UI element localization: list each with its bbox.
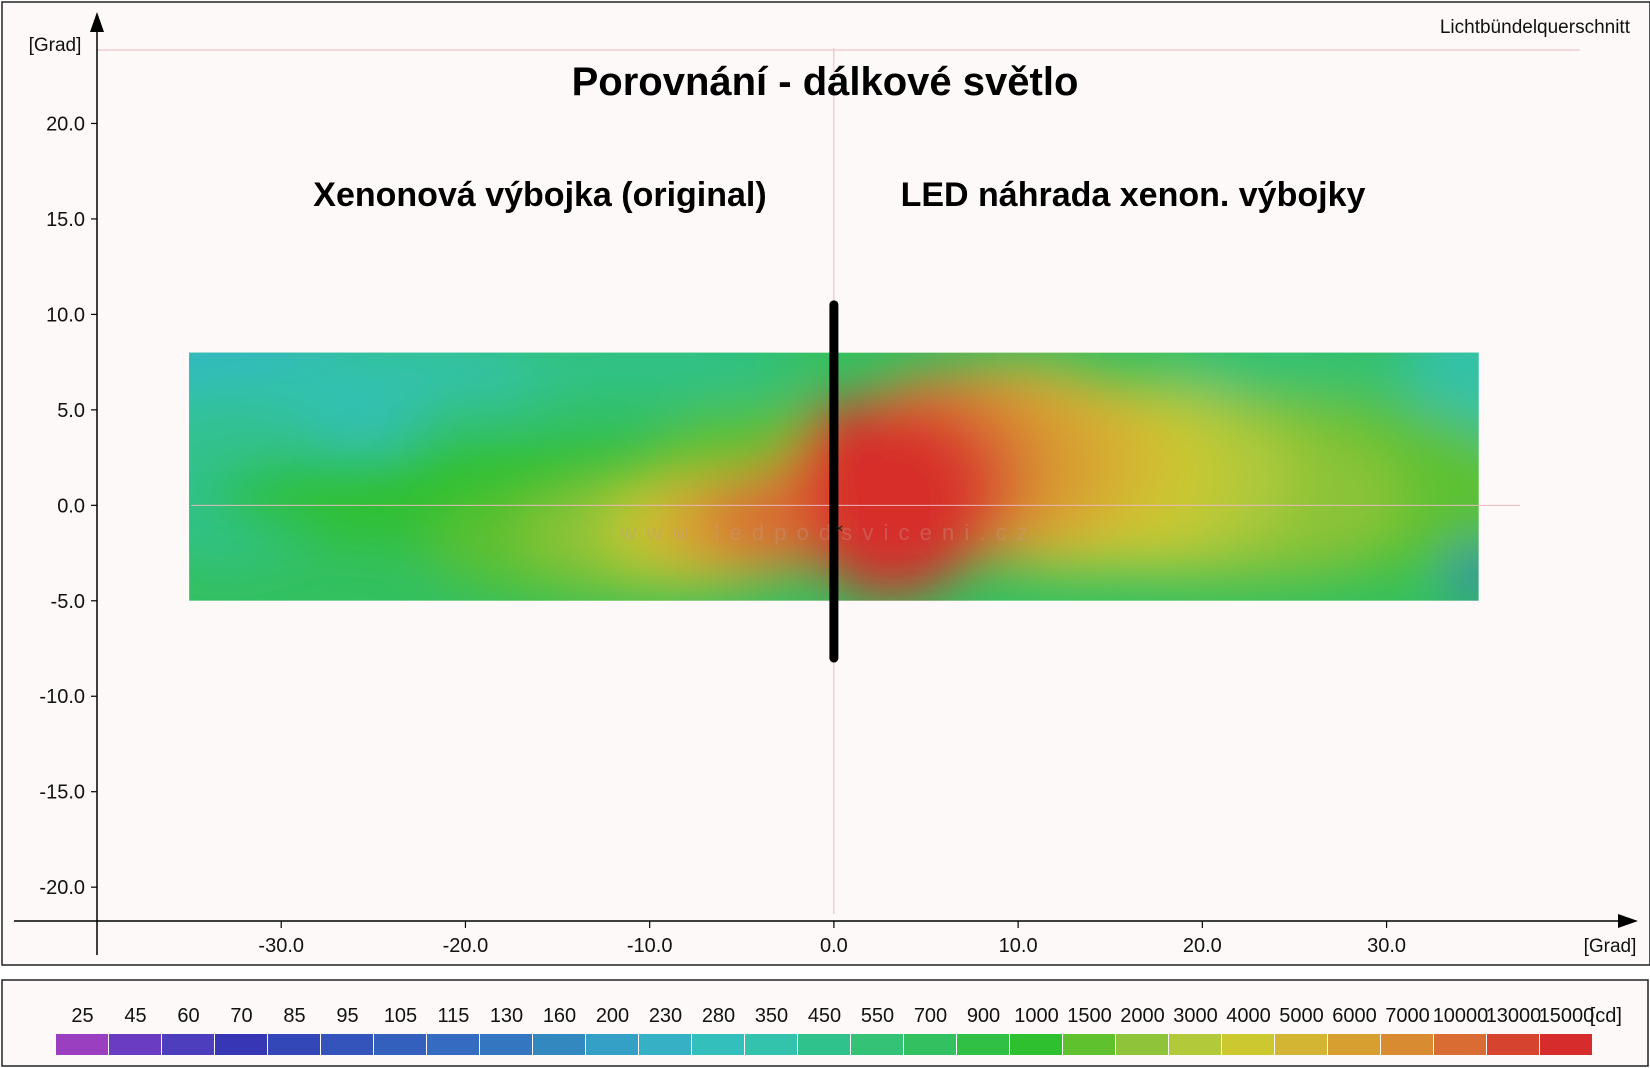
x-tick-label: 10.0 — [999, 935, 1038, 957]
scale-label: 45 — [124, 1005, 146, 1027]
scale-label: 450 — [808, 1005, 841, 1027]
scale-unit: [cd] — [1590, 1005, 1622, 1027]
scale-label: 13000 — [1486, 1005, 1542, 1027]
y-tick-label: 15.0 — [46, 209, 85, 231]
scale-swatch — [480, 1034, 532, 1055]
y-tick-label: 0.0 — [57, 495, 85, 517]
x-tick-label: 0.0 — [820, 935, 848, 957]
scale-label: 3000 — [1173, 1005, 1218, 1027]
scale-swatch — [1540, 1034, 1592, 1055]
scale-label: 15000 — [1539, 1005, 1595, 1027]
scale-label: 4000 — [1226, 1005, 1271, 1027]
scale-label: 550 — [861, 1005, 894, 1027]
y-axis-arrow — [90, 12, 104, 32]
scale-swatch — [215, 1034, 267, 1055]
scale-label: 350 — [755, 1005, 788, 1027]
color-scale: 25 45 60 70 85 95 105 115 130 160 200 230 280 350 450 5… — [56, 1005, 1594, 1055]
scale-label: 10000 — [1433, 1005, 1489, 1027]
scale-swatch — [1275, 1034, 1327, 1055]
scale-swatch — [798, 1034, 850, 1055]
scale-swatch — [1222, 1034, 1274, 1055]
scale-label: 25 — [71, 1005, 93, 1027]
heat-blob — [502, 352, 798, 397]
scale-label: 6000 — [1332, 1005, 1377, 1027]
scale-swatch — [851, 1034, 903, 1055]
scale-swatch — [109, 1034, 161, 1055]
scale-swatch — [1434, 1034, 1486, 1055]
scale-swatch — [1063, 1034, 1115, 1055]
chart-title: Porovnání - dálkové světlo — [572, 60, 1079, 104]
scale-swatch — [692, 1034, 744, 1055]
scale-swatch — [56, 1034, 108, 1055]
scale-label: 1000 — [1014, 1005, 1059, 1027]
scale-label: 60 — [177, 1005, 199, 1027]
watermark: w w w . l e d p o d s v i c e n i . c z — [619, 520, 1029, 545]
y-tick-label: -5.0 — [51, 591, 85, 613]
scale-swatch — [639, 1034, 691, 1055]
x-axis-label: [Grad] — [1584, 936, 1637, 957]
scale-label: 230 — [649, 1005, 682, 1027]
scale-label: 2000 — [1120, 1005, 1165, 1027]
scale-label: 70 — [230, 1005, 252, 1027]
axes — [14, 12, 1638, 955]
scale-label: 130 — [490, 1005, 523, 1027]
scale-swatch — [904, 1034, 956, 1055]
y-tick-label: -20.0 — [39, 877, 85, 899]
heat-blob — [1452, 537, 1479, 601]
scale-label: 5000 — [1279, 1005, 1324, 1027]
scale-label: 115 — [438, 1005, 470, 1027]
scale-swatch — [162, 1034, 214, 1055]
x-tick-label: -20.0 — [443, 935, 489, 957]
subtitle-right: LED náhrada xenon. výbojky — [901, 176, 1366, 214]
x-axis-arrow — [1618, 914, 1638, 928]
scale-swatch — [745, 1034, 797, 1055]
scale-label: 95 — [336, 1005, 358, 1027]
scale-label: 160 — [543, 1005, 576, 1027]
scale-label: 85 — [283, 1005, 305, 1027]
scale-swatch — [1116, 1034, 1168, 1055]
scale-swatch — [1381, 1034, 1433, 1055]
scale-swatch — [268, 1034, 320, 1055]
scale-label: 105 — [384, 1005, 417, 1027]
scale-label: 280 — [702, 1005, 735, 1027]
x-tick-label: 20.0 — [1183, 935, 1222, 957]
heat-blob — [802, 400, 884, 496]
y-axis-label: [Grad] — [29, 35, 82, 56]
heat-blob — [1165, 352, 1424, 397]
scale-swatch — [1010, 1034, 1062, 1055]
y-tick-label: 10.0 — [46, 304, 85, 326]
ticks: 20.0 15.0 10.0 5.0 0.0 -5.0 -10.0 -15.0 -20.0 -30… — [39, 113, 1406, 957]
scale-swatch — [586, 1034, 638, 1055]
scale-swatch — [1328, 1034, 1380, 1055]
scale-swatch — [533, 1034, 585, 1055]
scale-label: 200 — [596, 1005, 629, 1027]
y-tick-label: -10.0 — [39, 686, 85, 708]
scale-swatch — [374, 1034, 426, 1055]
x-tick-label: -30.0 — [258, 935, 304, 957]
scale-swatch — [957, 1034, 1009, 1055]
y-tick-label: 20.0 — [46, 113, 85, 135]
scale-swatch — [1169, 1034, 1221, 1055]
scale-swatch — [321, 1034, 373, 1055]
subtitle-left: Xenonová výbojka (original) — [313, 176, 766, 214]
y-tick-label: 5.0 — [57, 400, 85, 422]
scale-label: 700 — [914, 1005, 947, 1027]
center-marker: × — [835, 520, 843, 536]
x-tick-label: 30.0 — [1367, 935, 1406, 957]
scale-label: 1500 — [1067, 1005, 1112, 1027]
y-tick-label: -15.0 — [39, 782, 85, 804]
corner-label: Lichtbündelquerschnitt — [1440, 17, 1631, 38]
x-tick-label: -10.0 — [627, 935, 673, 957]
scale-swatch — [427, 1034, 479, 1055]
scale-swatch — [1487, 1034, 1539, 1055]
scale-label: 900 — [967, 1005, 1000, 1027]
scale-label: 7000 — [1385, 1005, 1430, 1027]
